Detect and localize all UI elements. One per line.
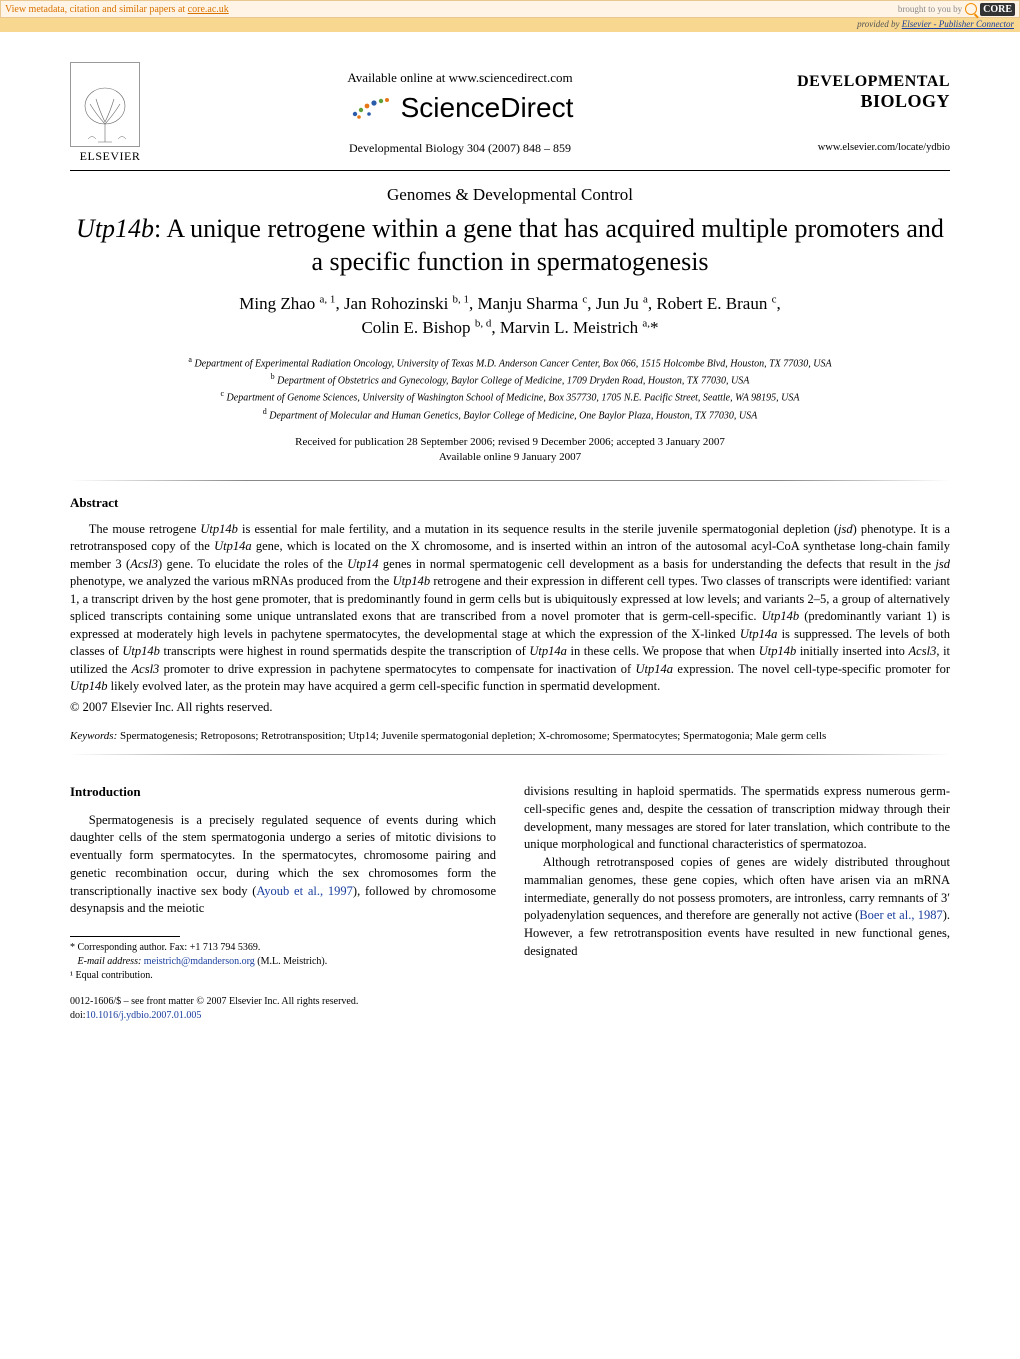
header-center: Available online at www.sciencedirect.co… bbox=[150, 70, 770, 156]
abstract-paragraph: The mouse retrogene Utp14b is essential … bbox=[70, 521, 950, 696]
journal-title-block: DEVELOPMENTAL BIOLOGY bbox=[770, 73, 950, 112]
sciencedirect-text: ScienceDirect bbox=[401, 92, 574, 124]
front-matter-line: 0012-1606/$ – see front matter © 2007 El… bbox=[70, 995, 496, 1009]
two-column-body: Introduction Spermatogenesis is a precis… bbox=[70, 783, 950, 1023]
journal-title-line1: DEVELOPMENTAL bbox=[770, 73, 950, 91]
footnote-corresponding: * Corresponding author. Fax: +1 713 794 … bbox=[70, 941, 496, 955]
available-online-label: Available online at www.sciencedirect.co… bbox=[150, 70, 770, 86]
provided-by-label: provided by bbox=[857, 19, 902, 29]
footnote-equal-contribution: ¹ Equal contribution. bbox=[70, 969, 496, 983]
core-badge[interactable]: brought to you by CORE bbox=[898, 3, 1015, 16]
footnotes-rule bbox=[70, 936, 180, 937]
metadata-top-bar: View metadata, citation and similar pape… bbox=[0, 0, 1020, 18]
gradient-rule-1 bbox=[70, 480, 950, 481]
journal-url: www.elsevier.com/locate/ydbio bbox=[770, 142, 950, 153]
core-search-icon bbox=[965, 3, 977, 15]
doi-block: 0012-1606/$ – see front matter © 2007 El… bbox=[70, 995, 496, 1023]
core-logo: CORE bbox=[980, 3, 1015, 16]
elsevier-name: ELSEVIER bbox=[70, 149, 150, 164]
sciencedirect-logo: ScienceDirect bbox=[347, 92, 574, 124]
journal-title-line2: BIOLOGY bbox=[770, 91, 950, 112]
intro-right-paragraph-1: divisions resulting in haploid spermatid… bbox=[524, 783, 950, 854]
email-suffix: (M.L. Meistrich). bbox=[255, 956, 328, 967]
dates-received: Received for publication 28 September 20… bbox=[70, 435, 950, 450]
affiliation-c: c Department of Genome Sciences, Univers… bbox=[70, 388, 950, 405]
top-bar-left: View metadata, citation and similar pape… bbox=[5, 4, 229, 15]
publication-dates: Received for publication 28 September 20… bbox=[70, 435, 950, 466]
affiliations: a Department of Experimental Radiation O… bbox=[70, 354, 950, 423]
gradient-rule-2 bbox=[70, 754, 950, 755]
email-label: E-mail address: bbox=[78, 956, 142, 967]
keywords: Keywords: Spermatogenesis; Retroposons; … bbox=[70, 729, 950, 744]
affiliation-b: b Department of Obstetrics and Gynecolog… bbox=[70, 371, 950, 388]
affiliation-d: d Department of Molecular and Human Gene… bbox=[70, 406, 950, 423]
column-left: Introduction Spermatogenesis is a precis… bbox=[70, 783, 496, 1023]
provider-sub-bar: provided by Elsevier - Publisher Connect… bbox=[0, 18, 1020, 32]
journal-reference: Developmental Biology 304 (2007) 848 – 8… bbox=[150, 141, 770, 156]
provider-link[interactable]: Elsevier - Publisher Connector bbox=[902, 19, 1014, 29]
header-rule bbox=[70, 170, 950, 171]
core-ac-uk-link[interactable]: core.ac.uk bbox=[188, 4, 229, 15]
sciencedirect-dots-icon bbox=[347, 94, 395, 122]
abstract-body: The mouse retrogene Utp14b is essential … bbox=[70, 521, 950, 696]
page-content: ELSEVIER Available online at www.science… bbox=[0, 32, 1020, 1063]
footnotes: * Corresponding author. Fax: +1 713 794 … bbox=[70, 941, 496, 983]
section-name: Genomes & Developmental Control bbox=[70, 185, 950, 205]
elsevier-logo-block: ELSEVIER bbox=[70, 62, 150, 164]
journal-header: ELSEVIER Available online at www.science… bbox=[70, 62, 950, 164]
abstract-heading: Abstract bbox=[70, 495, 950, 511]
introduction-heading: Introduction bbox=[70, 783, 496, 801]
top-bar-prefix: View metadata, citation and similar pape… bbox=[5, 4, 188, 15]
abstract-copyright: © 2007 Elsevier Inc. All rights reserved… bbox=[70, 700, 950, 715]
brought-to-you-label: brought to you by bbox=[898, 4, 962, 14]
article-title: Utp14b: A unique retrogene within a gene… bbox=[70, 213, 950, 278]
header-right: DEVELOPMENTAL BIOLOGY www.elsevier.com/l… bbox=[770, 73, 950, 153]
intro-right-paragraph-2: Although retrotransposed copies of genes… bbox=[524, 854, 950, 961]
doi-link[interactable]: 10.1016/j.ydbio.2007.01.005 bbox=[86, 1010, 202, 1021]
column-right: divisions resulting in haploid spermatid… bbox=[524, 783, 950, 1023]
doi-label: doi: bbox=[70, 1010, 86, 1021]
author-email-link[interactable]: meistrich@mdanderson.org bbox=[144, 956, 255, 967]
intro-left-paragraph: Spermatogenesis is a precisely regulated… bbox=[70, 812, 496, 919]
dates-online: Available online 9 January 2007 bbox=[70, 450, 950, 465]
affiliation-a: a Department of Experimental Radiation O… bbox=[70, 354, 950, 371]
author-list: Ming Zhao a, 1, Jan Rohozinski b, 1, Man… bbox=[70, 292, 950, 340]
elsevier-tree-svg bbox=[78, 84, 133, 144]
doi-line: doi:10.1016/j.ydbio.2007.01.005 bbox=[70, 1009, 496, 1023]
elsevier-tree-icon bbox=[70, 62, 140, 147]
footnote-email: E-mail address: meistrich@mdanderson.org… bbox=[70, 955, 496, 969]
